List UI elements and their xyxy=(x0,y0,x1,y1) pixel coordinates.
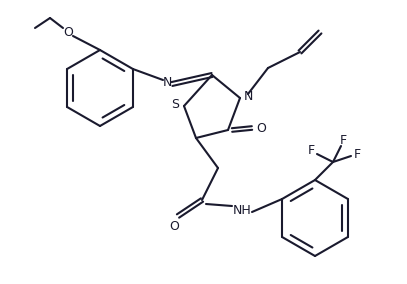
Text: F: F xyxy=(307,143,315,156)
Text: O: O xyxy=(256,122,266,135)
Text: F: F xyxy=(339,133,347,147)
Text: N: N xyxy=(162,76,172,89)
Text: N: N xyxy=(243,89,253,103)
Text: O: O xyxy=(169,220,179,233)
Text: NH: NH xyxy=(233,204,252,216)
Text: F: F xyxy=(353,147,361,160)
Text: O: O xyxy=(63,26,73,39)
Text: S: S xyxy=(171,97,179,110)
